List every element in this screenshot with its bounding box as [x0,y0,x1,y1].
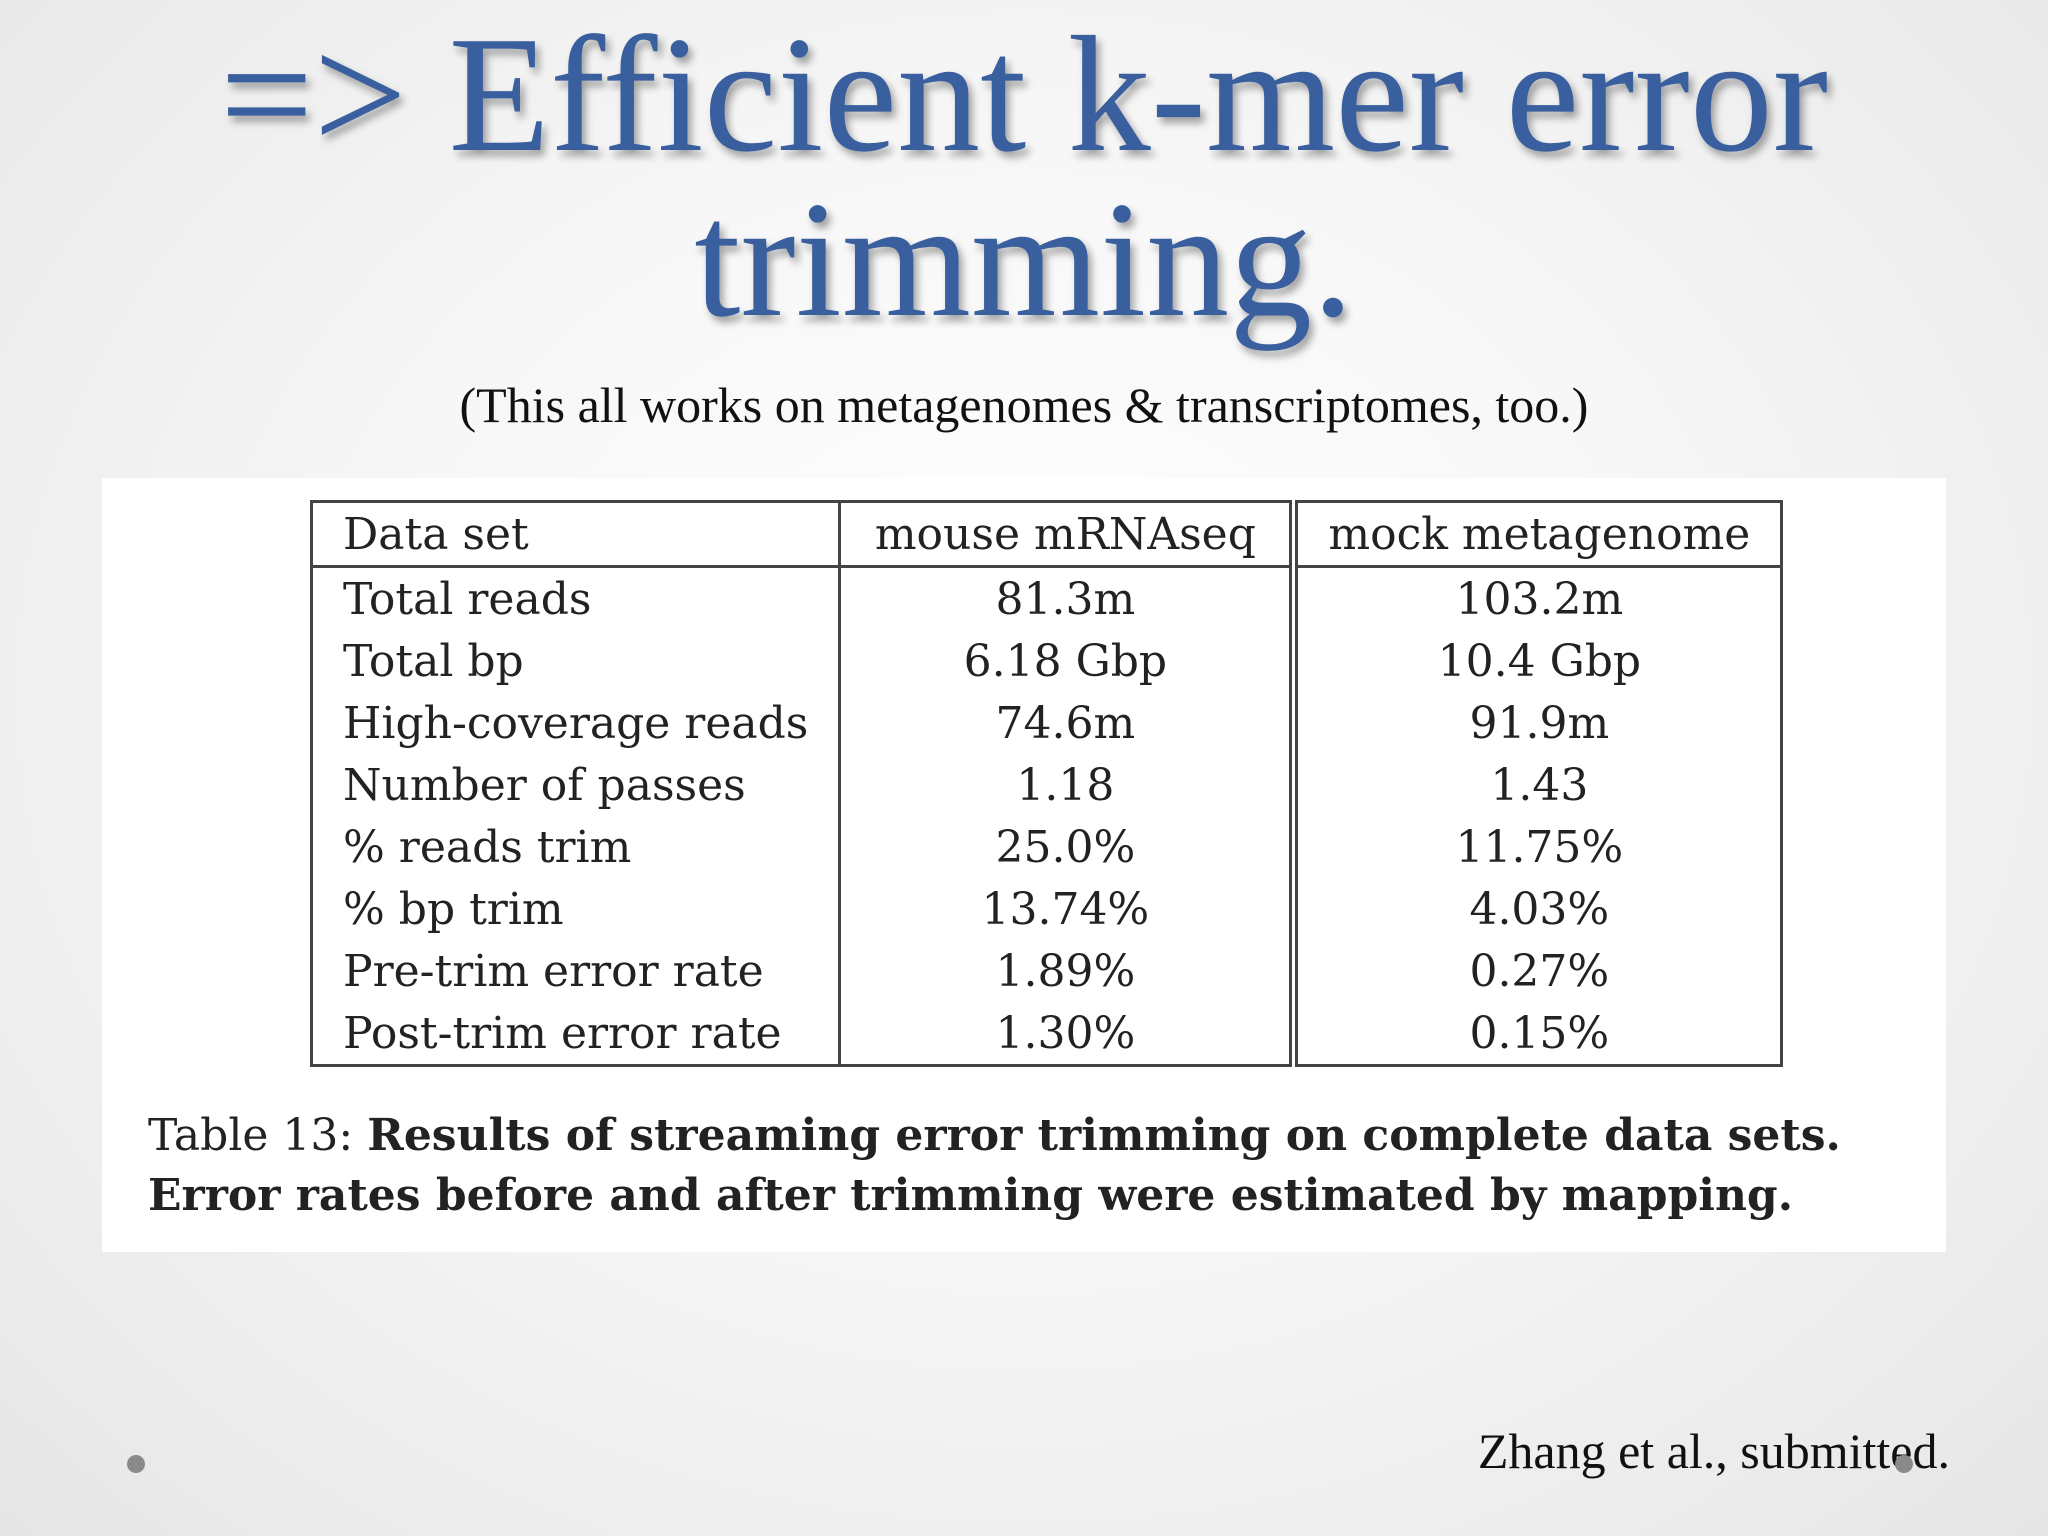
row-label: % bp trim [311,878,842,940]
row-label: High-coverage reads [311,692,842,754]
citation: Zhang et al., submitted. [1477,1423,1950,1479]
mock-value: 1.43 [1490,759,1589,811]
table-row: % bp trim 13.74% 4.03% [311,878,1782,940]
mouse-value: 6.18 Gbp [839,630,1299,692]
row-label: Post-trim error rate [311,1002,842,1066]
caption-prefix: Table 13: [148,1110,354,1161]
mouse-value: 1.18 [839,754,1299,816]
mouse-value: 1.89% [839,940,1299,1002]
header-mouse-mrnaseq: mouse mRNAseq [839,501,1299,568]
mock-value: 4.03% [1469,883,1610,935]
header-data-set: Data set [311,501,842,568]
table-row: Pre-trim error rate 1.89% 0.27% [311,940,1782,1002]
table-row: Number of passes 1.18 1.43 [311,754,1782,816]
mouse-value: 74.6m [839,692,1299,754]
table-row: High-coverage reads 74.6m 91.9m [311,692,1782,754]
mock-value: 10.4 Gbp [1437,635,1642,687]
caption-text: Results of streaming error trimming on c… [148,1110,1841,1221]
header-mock-metagenome: mock metagenome [1293,501,1782,568]
slide-title-line1: => Efficient k-mer error [219,2,1829,186]
bullet-dot-icon [1895,1455,1913,1473]
row-label: Total reads [311,566,842,630]
slide-title: => Efficient k-mer error trimming. [0,11,2048,342]
row-label: Total bp [311,630,842,692]
table-row: Total reads 81.3m 103.2m [311,566,1782,630]
bullet-dot-icon [127,1455,145,1473]
table-caption: Table 13: Results of streaming error tri… [148,1106,1918,1226]
mock-value: 0.15% [1469,1007,1610,1059]
table-row: Total bp 6.18 Gbp 10.4 Gbp [311,630,1782,692]
mouse-value: 1.30% [839,1002,1299,1066]
mouse-value: 25.0% [839,816,1299,878]
mouse-value: 13.74% [839,878,1299,940]
table-figure: Data set mouse mRNAseq mock metagenome T… [102,478,1946,1252]
mock-value: 103.2m [1455,573,1624,625]
table-header-row: Data set mouse mRNAseq mock metagenome [311,501,1782,568]
table-row: Post-trim error rate 1.30% 0.15% [311,1002,1782,1066]
slide-subtitle: (This all works on metagenomes & transcr… [459,377,1589,433]
mock-value: 91.9m [1469,697,1610,749]
mock-value: 11.75% [1455,821,1624,873]
row-label: % reads trim [311,816,842,878]
row-label: Number of passes [311,754,842,816]
row-label: Pre-trim error rate [311,940,842,1002]
mouse-value: 81.3m [839,566,1299,630]
table-row: % reads trim 25.0% 11.75% [311,816,1782,878]
slide-title-line2: trimming. [694,167,1354,351]
mock-value: 0.27% [1469,945,1610,997]
results-table: Data set mouse mRNAseq mock metagenome T… [310,500,1784,1067]
